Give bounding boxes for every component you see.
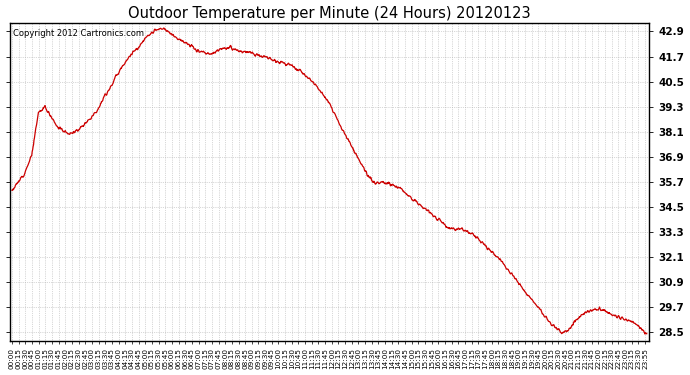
Text: Copyright 2012 Cartronics.com: Copyright 2012 Cartronics.com bbox=[13, 30, 144, 39]
Title: Outdoor Temperature per Minute (24 Hours) 20120123: Outdoor Temperature per Minute (24 Hours… bbox=[128, 6, 531, 21]
